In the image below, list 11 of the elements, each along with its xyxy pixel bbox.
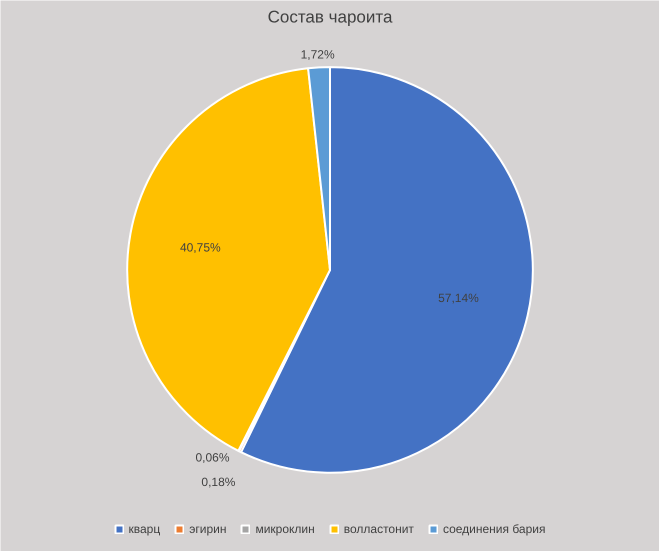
chart-title: Состав чароита	[268, 8, 393, 26]
data-label: 57,14%	[438, 290, 480, 305]
data-label: 1,72%	[300, 48, 335, 62]
legend-label: волластонит	[344, 522, 414, 536]
data-label: 40,75%	[180, 240, 221, 255]
legend-label: эгирин	[189, 522, 226, 536]
legend-label: кварц	[128, 522, 160, 536]
legend-label: соединения бария	[442, 522, 546, 536]
data-label: 0,06%	[195, 450, 230, 464]
data-label: 0,18%	[201, 474, 236, 489]
legend-label: микроклин	[255, 522, 315, 536]
